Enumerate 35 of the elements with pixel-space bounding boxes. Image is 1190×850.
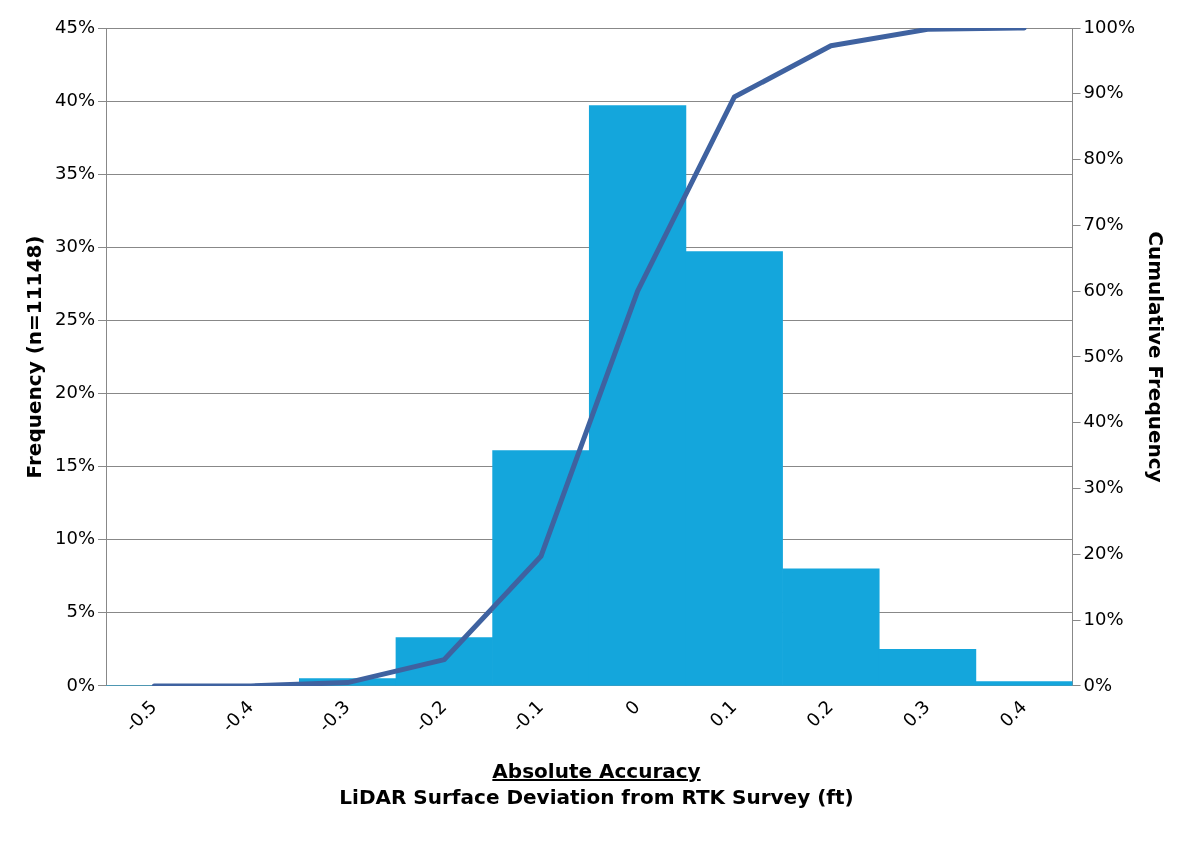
x-tick-label: -0.4 — [217, 695, 258, 736]
y2-tick-label: 50% — [1083, 344, 1124, 366]
y-tick-label: 40% — [54, 88, 96, 110]
x-axis-title: Absolute Accuracy — [491, 758, 702, 784]
y-tick-label: 45% — [54, 15, 96, 37]
y2-axis-title: Cumulative Frequency — [1143, 231, 1168, 483]
y2-tick-label: 40% — [1083, 410, 1124, 432]
y2-tick-label: 80% — [1083, 147, 1124, 169]
y-tick-label: 15% — [54, 454, 96, 476]
x-tick-label: -0.2 — [410, 695, 451, 736]
y-tick-label: 35% — [54, 161, 96, 183]
x-tick-label: -0.3 — [314, 695, 354, 736]
y2-tick-label: 10% — [1083, 607, 1124, 629]
x-tick-label: 0.2 — [801, 695, 838, 731]
y-tick-label: 25% — [54, 308, 96, 330]
x-tick-label: 0.3 — [898, 695, 934, 731]
y-axis-title: Frequency (n=11148) — [22, 235, 47, 479]
y2-tick-label: 90% — [1083, 81, 1124, 103]
y-tick-label: 10% — [54, 527, 96, 549]
y-tick-label: 5% — [66, 600, 96, 622]
y2-tick-label: 0% — [1083, 673, 1113, 695]
x-tick-label: 0 — [620, 695, 644, 719]
y2-tick-label: 100% — [1083, 15, 1136, 37]
y-tick-label: 30% — [54, 234, 96, 256]
x-tick-label: 0.1 — [705, 695, 741, 731]
x-tick-label: 0.4 — [995, 695, 1031, 731]
x-tick-label: -0.1 — [507, 695, 548, 736]
text: LiDAR Surface Deviation from RTK Survey (ft) — [338, 784, 855, 810]
y-tick-label: 0% — [66, 673, 96, 695]
y2-tick-label: 30% — [1083, 476, 1124, 498]
y2-tick-label: 20% — [1083, 541, 1124, 563]
y2-tick-label: 60% — [1083, 278, 1124, 300]
y2-tick-label: 70% — [1083, 213, 1124, 235]
x-tick-label: -0.5 — [120, 695, 161, 736]
y-tick-label: 20% — [54, 381, 96, 403]
